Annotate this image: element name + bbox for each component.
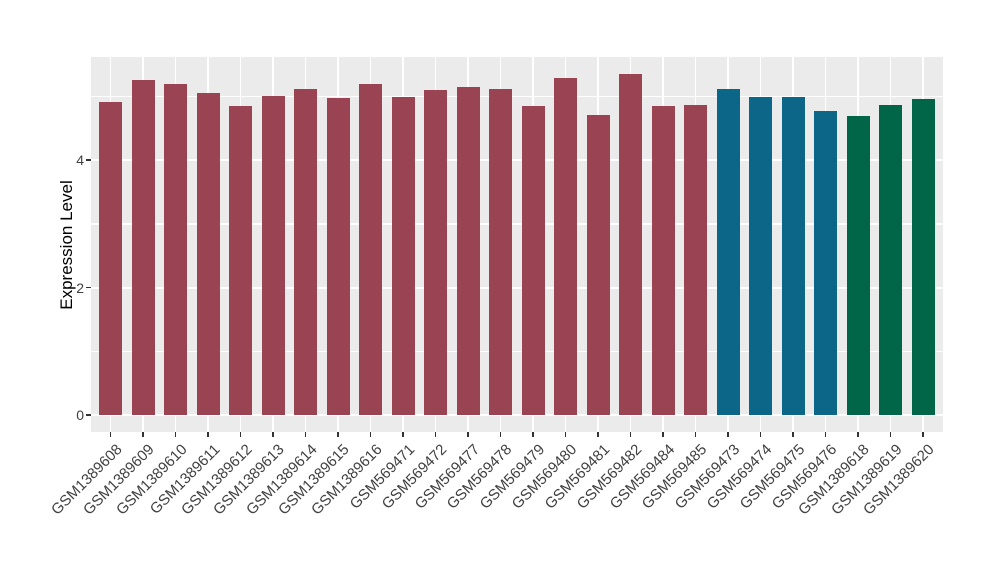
bar (684, 105, 707, 415)
minor-gridline (91, 350, 943, 352)
bar (521, 105, 545, 415)
x-tick (499, 432, 502, 437)
bar (196, 93, 220, 415)
bar (326, 98, 350, 415)
bar (456, 86, 480, 415)
bar (781, 96, 805, 415)
x-tick (727, 432, 729, 437)
bar (489, 88, 512, 415)
bar (814, 110, 837, 415)
bar (424, 89, 447, 415)
y-tick (86, 414, 91, 416)
y-tick (86, 159, 91, 161)
y-tick-label: 0 (76, 407, 84, 423)
x-tick (922, 432, 924, 437)
bar (911, 99, 935, 415)
major-gridline (91, 286, 943, 289)
bar (261, 95, 285, 415)
x-tick (239, 432, 242, 437)
x-tick (629, 432, 632, 437)
x-tick (824, 432, 827, 437)
x-tick (889, 432, 892, 437)
bar (229, 106, 252, 415)
major-gridline (91, 414, 943, 416)
bar (391, 96, 415, 415)
x-tick (434, 432, 437, 437)
bar (846, 116, 870, 415)
x-tick (109, 432, 112, 437)
bar (164, 83, 187, 415)
x-tick (857, 432, 859, 437)
major-gridline (91, 159, 943, 161)
plot-area (91, 57, 943, 432)
x-tick (564, 432, 567, 437)
minor-gridline (91, 223, 943, 225)
x-tick (272, 432, 274, 437)
x-tick (142, 432, 144, 437)
bar (131, 80, 155, 415)
bar (99, 101, 122, 415)
minor-gridline (91, 95, 943, 97)
bar (359, 84, 382, 415)
x-tick (304, 432, 307, 437)
bar (716, 89, 740, 415)
bar (554, 77, 577, 415)
x-tick (597, 432, 599, 437)
x-tick (369, 432, 372, 437)
x-tick (759, 432, 762, 437)
bar (749, 96, 772, 415)
y-tick-label: 2 (76, 279, 84, 296)
x-tick (467, 432, 469, 437)
x-tick (337, 432, 339, 437)
bar (651, 105, 675, 415)
x-tick (532, 432, 534, 437)
bar (619, 73, 642, 415)
bar (294, 89, 317, 415)
bar (586, 114, 610, 415)
x-tick (174, 432, 177, 437)
bar (879, 104, 902, 415)
x-tick (694, 432, 697, 437)
x-tick (402, 432, 404, 437)
x-tick (792, 432, 794, 437)
x-tick (207, 432, 209, 437)
y-tick-label: 4 (76, 152, 84, 168)
x-tick (662, 432, 664, 437)
y-tick (86, 286, 91, 289)
